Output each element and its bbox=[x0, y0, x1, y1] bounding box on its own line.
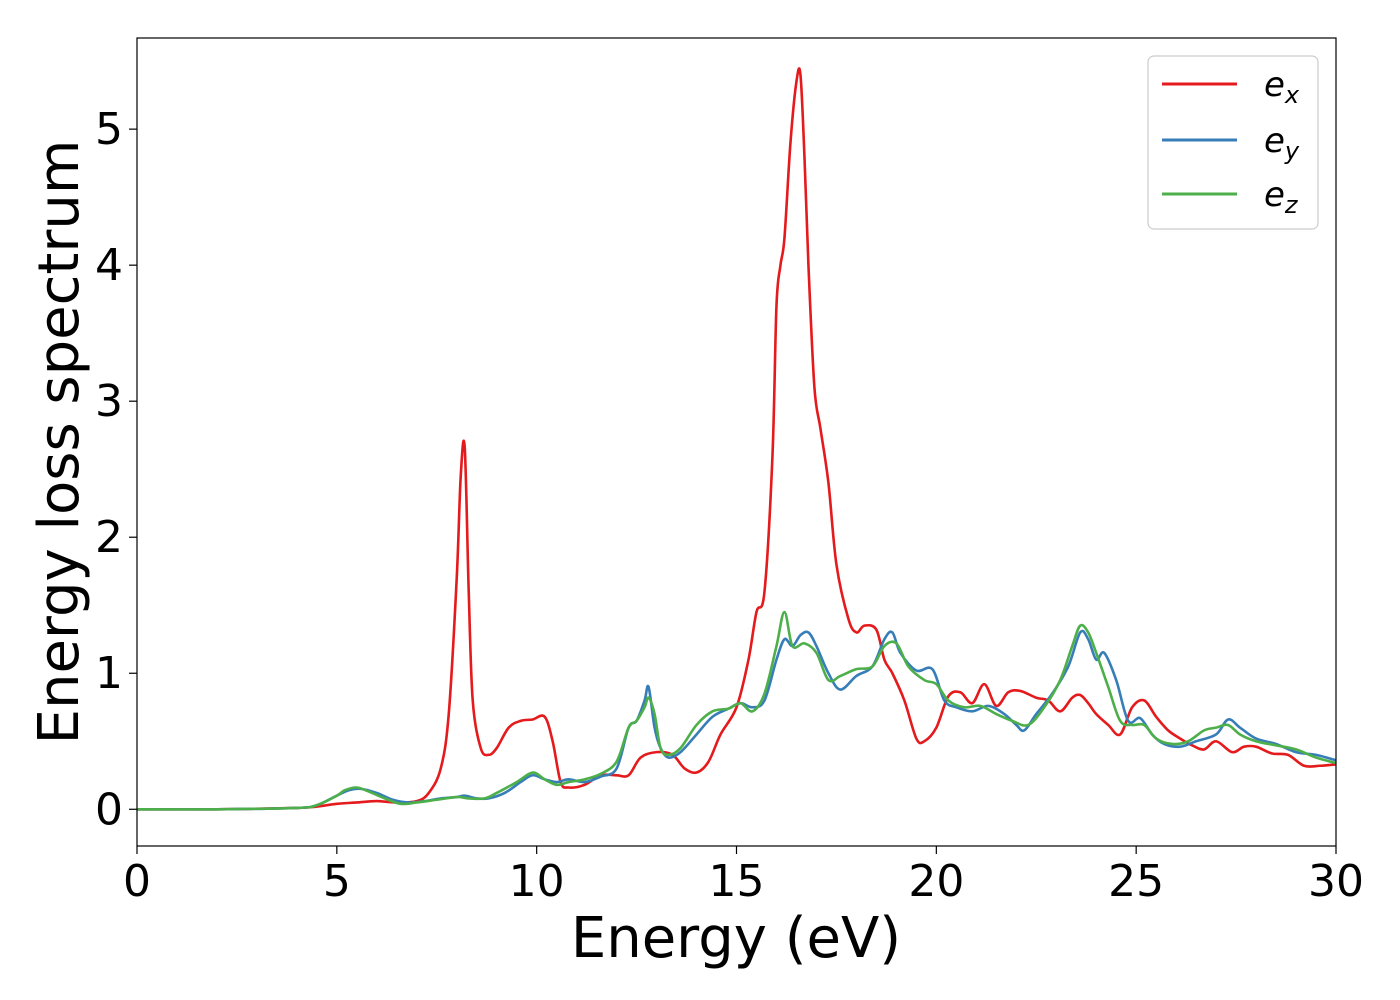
series-line-ex bbox=[137, 67, 1336, 811]
y-axis-label: Energy loss spectrum bbox=[27, 140, 92, 745]
legend-label-ey: ey bbox=[1264, 121, 1300, 165]
y-tick-label: 1 bbox=[95, 648, 123, 699]
x-tick-label: 5 bbox=[323, 856, 351, 907]
x-tick-label: 15 bbox=[709, 856, 765, 907]
y-tick-label: 5 bbox=[95, 104, 123, 155]
x-axis: 0 5 10 15 20 25 30 bbox=[123, 846, 1364, 907]
legend-label-ez: ez bbox=[1264, 175, 1299, 219]
y-tick-label: 3 bbox=[95, 376, 123, 427]
x-axis-label: Energy (eV) bbox=[571, 906, 901, 971]
x-tick-label: 0 bbox=[123, 856, 151, 907]
x-tick-label: 10 bbox=[509, 856, 565, 907]
plot-background bbox=[137, 38, 1336, 846]
legend: ex ey ez bbox=[1147, 55, 1319, 230]
y-axis: 0 1 2 3 4 5 bbox=[95, 104, 137, 835]
legend-box bbox=[1147, 55, 1319, 230]
y-tick-label: 0 bbox=[95, 784, 123, 835]
x-tick-label: 30 bbox=[1308, 856, 1364, 907]
legend-label-ex: ex bbox=[1264, 65, 1300, 109]
series-layer bbox=[137, 67, 1336, 811]
series-line-ez bbox=[137, 610, 1336, 811]
y-tick-label: 4 bbox=[95, 240, 123, 291]
x-tick-label: 20 bbox=[908, 856, 964, 907]
x-tick-label: 25 bbox=[1108, 856, 1164, 907]
y-tick-label: 2 bbox=[95, 512, 123, 563]
